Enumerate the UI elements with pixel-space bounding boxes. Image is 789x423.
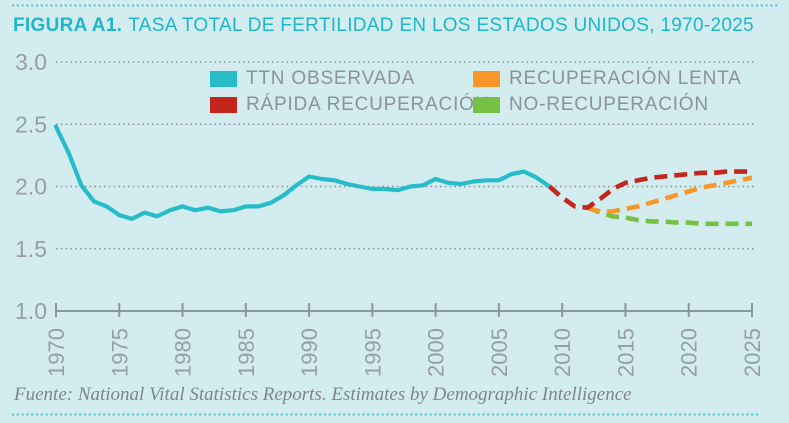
legend-swatch <box>473 71 500 87</box>
x-tick-label-2000: 2000 <box>424 328 449 377</box>
legend-swatch <box>473 97 500 113</box>
legend-label: TTN OBSERVADA <box>246 68 416 89</box>
figure-title: FIGURA A1. TASA TOTAL DE FERTILIDAD EN LO… <box>13 15 754 37</box>
series-line-slow-recovery <box>586 175 753 214</box>
y-tick-label-1.5: 1.5 <box>15 236 47 262</box>
series-line-no-recovery <box>586 205 752 227</box>
legend-label: NO-RECUPERACIÓN <box>509 94 709 115</box>
chart-legend: TTN OBSERVADA RECUPERACIÓN LENTA RÁPIDA RE… <box>210 66 742 118</box>
legend-swatch <box>210 97 237 113</box>
x-tick-label-2010: 2010 <box>550 328 575 377</box>
source-note: Fuente: National Vital Statistics Report… <box>14 384 632 405</box>
x-tick-label-1980: 1980 <box>171 328 196 377</box>
figure-number-label: FIGURA A1. <box>13 15 123 36</box>
x-tick-label-2020: 2020 <box>677 328 702 377</box>
series-line-observed <box>53 124 552 221</box>
x-tick-label-1970: 1970 <box>44 328 69 377</box>
x-tick-label-1990: 1990 <box>297 328 322 377</box>
x-tick-label-2025: 2025 <box>740 328 765 377</box>
legend-item-0: TTN OBSERVADA <box>210 66 473 92</box>
x-tick-label-1995: 1995 <box>360 328 385 377</box>
legend-item-3: NO-RECUPERACIÓN <box>473 92 742 118</box>
figure-title-text: TASA TOTAL DE FERTILIDAD EN LOS ESTADOS … <box>128 15 754 36</box>
series-line-rapid-recovery <box>547 169 752 210</box>
x-tick-label-1985: 1985 <box>234 328 259 377</box>
legend-swatch <box>210 71 237 87</box>
x-tick-label-2015: 2015 <box>613 328 638 377</box>
legend-label: RÁPIDA RECUPERACIÓN <box>246 94 490 115</box>
x-tick-label-1975: 1975 <box>107 328 132 377</box>
x-tick-label-2005: 2005 <box>487 328 512 377</box>
y-tick-label-3.0: 3.0 <box>15 49 47 75</box>
legend-label: RECUPERACIÓN LENTA <box>509 68 742 89</box>
y-tick-label-2.0: 2.0 <box>15 174 47 200</box>
legend-item-2: RÁPIDA RECUPERACIÓN <box>210 92 488 118</box>
legend-item-1: RECUPERACIÓN LENTA <box>473 66 742 92</box>
y-tick-label-2.5: 2.5 <box>15 111 47 137</box>
y-tick-label-1.0: 1.0 <box>15 298 47 324</box>
